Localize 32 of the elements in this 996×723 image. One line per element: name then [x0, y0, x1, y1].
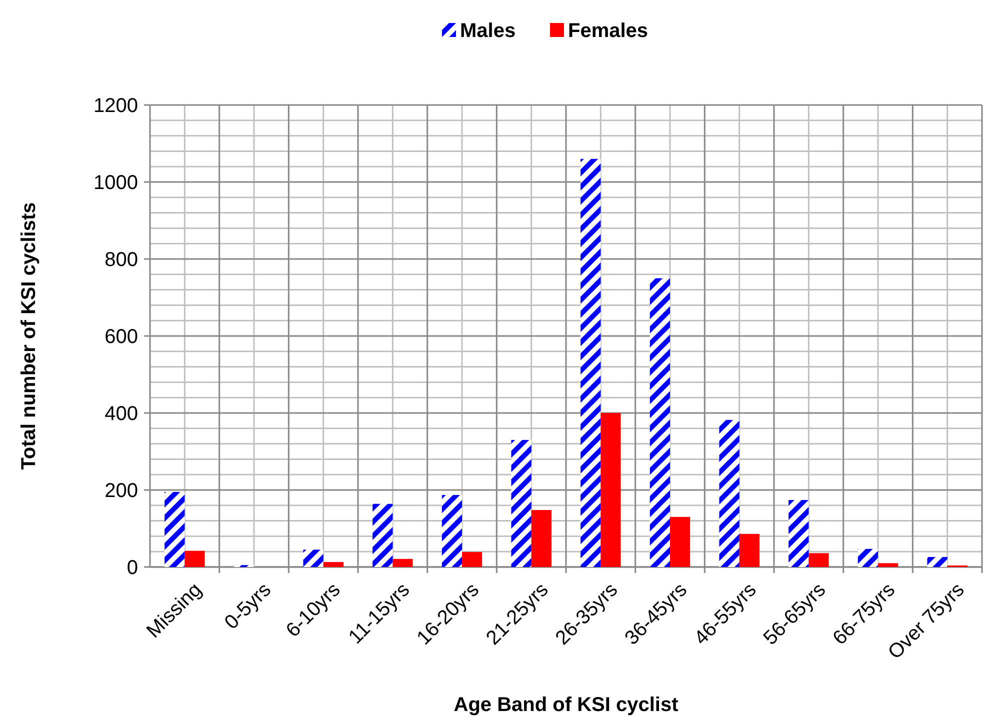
x-axis-title: Age Band of KSI cyclist [454, 694, 679, 716]
y-tick-label: 0 [126, 557, 138, 579]
bar [858, 548, 878, 567]
bar [878, 563, 898, 567]
bar [719, 420, 740, 567]
bar [808, 553, 829, 567]
bar [462, 552, 482, 567]
bar [184, 550, 205, 567]
bar [788, 500, 809, 567]
bar [927, 556, 948, 567]
bar [372, 504, 393, 567]
bar [531, 510, 552, 567]
bar [164, 492, 185, 567]
bar [650, 278, 670, 567]
bar [392, 558, 413, 567]
bar [323, 562, 344, 567]
bar [580, 158, 601, 567]
bar [303, 550, 324, 567]
y-tick-label: 400 [104, 403, 138, 425]
legend-label: Males [460, 20, 516, 42]
y-axis-title: Total number of KSI cyclists [18, 202, 40, 470]
bar [442, 495, 462, 567]
y-tick-label: 1200 [94, 95, 138, 117]
bar [600, 413, 621, 567]
legend-label: Females [568, 20, 648, 42]
bar [739, 534, 760, 567]
bar [511, 440, 532, 567]
y-tick-label: 200 [104, 480, 138, 502]
bar [670, 516, 690, 567]
y-tick-label: 800 [104, 249, 138, 271]
y-tick-label: 600 [104, 326, 138, 348]
y-tick-label: 1000 [94, 172, 138, 194]
